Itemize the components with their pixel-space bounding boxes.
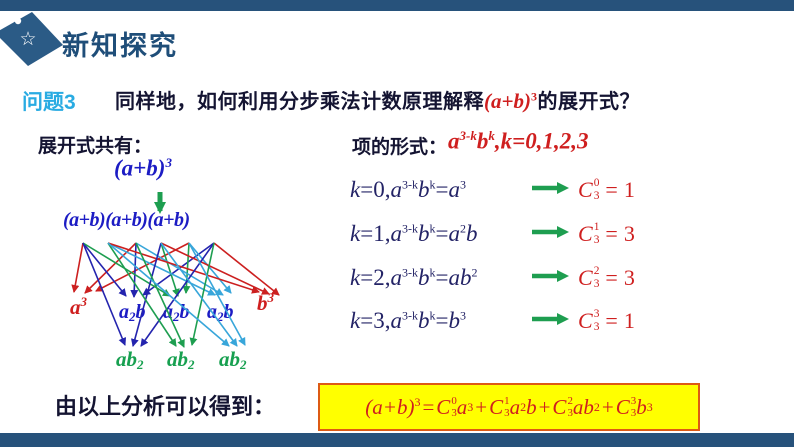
term-exp: 2 xyxy=(137,357,144,372)
tree-term-a3: a3 xyxy=(70,294,87,320)
tree-root: (a+b)3 xyxy=(114,155,172,182)
question-text-before: 同样地，如何利用分步乘法计数原理解释 xyxy=(115,91,484,113)
tree-factors: (a+b)(a+b)(a+b) xyxy=(63,209,190,231)
term-exp: 2 xyxy=(240,357,247,372)
combination-value: C 2 3 = 3 xyxy=(578,265,635,290)
k-row-0: k=0,a3-kbk=a3 C 0 3 = 1 xyxy=(350,174,635,206)
green-arrow-icon xyxy=(530,225,570,244)
tree-term-a2b-3: a2b xyxy=(207,301,234,325)
tree-term-ab2-3: ab2 xyxy=(219,347,247,373)
k-equation: k=2,a3-kbk=ab2 xyxy=(350,265,478,290)
green-arrow-icon xyxy=(530,312,570,331)
term-base2: b xyxy=(179,301,190,323)
conclusion-label: 由以上分析可以得到： xyxy=(55,394,276,419)
tag-hole-dot xyxy=(14,17,22,25)
term-base2: b xyxy=(135,301,146,323)
k-equation: k=0,a3-kbk=a3 xyxy=(350,177,466,202)
term-exp: 3 xyxy=(80,294,88,309)
combination-value: C 0 3 = 1 xyxy=(578,177,635,202)
tree-term-a2b-2: a2b xyxy=(163,301,190,325)
k-row-1: k=1,a3-kbk=a2b C 1 3 = 3 xyxy=(350,218,635,250)
tag-shape xyxy=(0,12,63,66)
form-a: a xyxy=(448,128,460,154)
green-arrow-icon xyxy=(530,269,570,288)
tree-term-ab2-2: ab2 xyxy=(167,347,195,373)
question-number-label: 问题3 xyxy=(22,91,76,114)
term-base: a xyxy=(207,301,217,323)
tag-badge: ☆ xyxy=(0,12,63,66)
term-base: ab xyxy=(167,347,188,371)
term-base: a xyxy=(119,301,129,323)
page-title: 新知探究 xyxy=(62,31,178,61)
question-text-after: 的展开式？ xyxy=(537,91,640,113)
form-a-exp: 3-k xyxy=(459,128,477,143)
green-arrow-icon xyxy=(530,181,570,200)
expansion-label: 展开式共有： xyxy=(38,136,153,157)
term-base: a xyxy=(163,301,173,323)
tree-term-b3: b3 xyxy=(257,290,274,316)
term-base: ab xyxy=(116,347,137,371)
question-formula: (a+b) xyxy=(484,89,531,113)
term-base: b xyxy=(257,291,268,315)
form-b: b xyxy=(476,128,489,154)
form-k-values: ,k=0,1,2,3 xyxy=(494,128,589,154)
tree-term-ab2-1: ab2 xyxy=(116,347,144,373)
term-base: ab xyxy=(219,347,240,371)
tree-root-exponent: 3 xyxy=(165,155,172,170)
k-equation: k=3,a3-kbk=b3 xyxy=(350,308,466,333)
term-form-formula: a3-kbk,k=0,1,2,3 xyxy=(448,128,588,155)
k-row-3: k=3,a3-kbk=b3 C 3 3 = 1 xyxy=(350,305,635,337)
form-b-exp: k xyxy=(488,128,495,143)
top-bar xyxy=(0,0,794,11)
k-row-2: k=2,a3-kbk=ab2 C 2 3 = 3 xyxy=(350,262,635,294)
question-formula-exponent: 3 xyxy=(530,89,538,104)
combination-value: C 3 3 = 1 xyxy=(578,308,635,333)
term-exp: 2 xyxy=(188,357,195,372)
star-icon: ☆ xyxy=(19,29,36,50)
term-base2: b xyxy=(223,301,234,323)
tree-term-a2b-1: a2b xyxy=(119,301,146,325)
k-equation: k=1,a3-kbk=a2b xyxy=(350,221,478,246)
tree-root-base: (a+b) xyxy=(114,155,166,181)
term-form-label: 项的形式： xyxy=(352,137,448,158)
bottom-bar xyxy=(0,433,794,447)
term-exp: 3 xyxy=(267,290,275,305)
combination-value: C 1 3 = 3 xyxy=(578,221,635,246)
conclusion-highlight-box: (a+b)3= C 0 3 a 3 + C 1 3 a 2 b + C 2 3 a b 2 + C 3 3 b 3 xyxy=(318,383,700,431)
binomial-expansion-formula: (a+b)3= C 0 3 a 3 + C 1 3 a 2 b + C 2 3 a b 2 + C 3 3 b 3 xyxy=(365,394,653,420)
question-text: 同样地，如何利用分步乘法计数原理解释(a+b)3的展开式？ xyxy=(115,85,640,114)
term-base: a xyxy=(70,295,81,319)
